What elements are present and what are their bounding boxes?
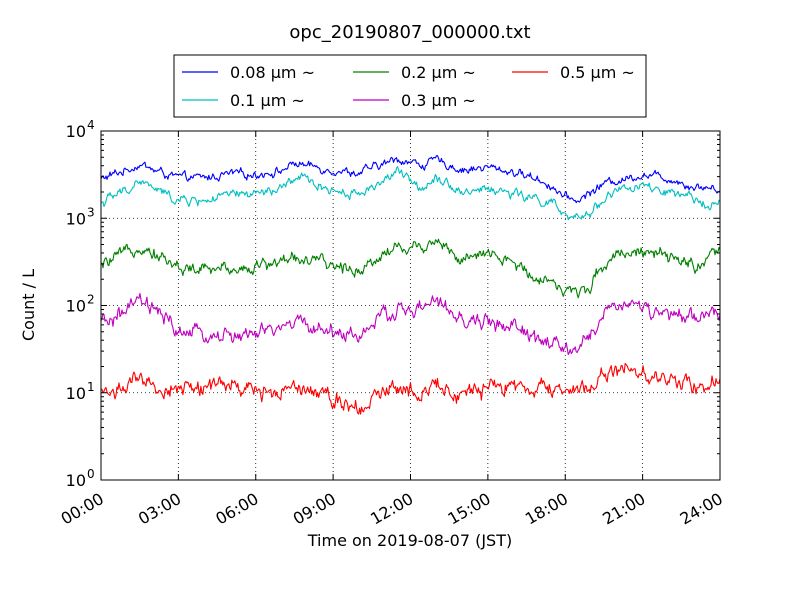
- y-tick-label: 10 3: [66, 205, 95, 228]
- series-line: [100, 155, 721, 204]
- series-line: [100, 362, 721, 415]
- series-line: [100, 166, 721, 221]
- x-tick-label: 06:00: [212, 489, 261, 529]
- y-tick-label-exponent: 4: [87, 118, 95, 132]
- x-tick-label: 12:00: [367, 489, 416, 529]
- y-tick-label-base: 10: [66, 122, 86, 141]
- x-tick-labels: 00:00 03:00 06:00 09:00 12:00 15:00 18:00 21:00…: [58, 489, 726, 529]
- legend-label: 0.3 μm ~: [401, 91, 476, 110]
- x-tick-label: 03:00: [135, 489, 184, 529]
- x-axis-label: Time on 2019-08-07 (JST): [307, 531, 512, 550]
- x-tick-label: 24:00: [677, 489, 726, 529]
- y-tick-label-exponent: 2: [87, 293, 95, 307]
- legend-label: 0.2 μm ~: [401, 63, 476, 82]
- y-tick-label: 10 0: [66, 467, 95, 490]
- y-tick-label-exponent: 3: [87, 205, 95, 219]
- y-tick-label-base: 10: [66, 471, 86, 490]
- series-line: [100, 238, 721, 299]
- tick-marks: [100, 130, 721, 481]
- x-tick-label: 21:00: [599, 489, 648, 529]
- legend-label: 0.1 μm ~: [230, 91, 305, 110]
- series-group: [100, 155, 721, 415]
- legend-item: 0.3 μm ~: [353, 91, 476, 110]
- chart-title: opc_20190807_000000.txt: [289, 22, 530, 43]
- y-tick-label: 10 1: [66, 380, 95, 403]
- legend-label: 0.08 μm ~: [230, 63, 315, 82]
- x-tick-label: 15:00: [444, 489, 493, 529]
- y-tick-label-exponent: 1: [87, 380, 95, 394]
- legend: 0.08 μm ~ 0.1 μm ~ 0.2 μm ~ 0.3 μm ~ 0.5 μm …: [182, 63, 635, 110]
- y-axis-label: Count / L: [19, 269, 38, 341]
- legend-item: 0.1 μm ~: [182, 91, 305, 110]
- x-tick-label: 18:00: [522, 489, 571, 529]
- y-tick-label-base: 10: [66, 297, 86, 316]
- x-tick-label: 09:00: [290, 489, 339, 529]
- legend-item: 0.08 μm ~: [182, 63, 315, 82]
- y-tick-label-exponent: 0: [87, 467, 95, 481]
- y-tick-label: 10 4: [66, 118, 95, 141]
- series-line: [100, 292, 721, 356]
- y-tick-label-base: 10: [66, 384, 86, 403]
- legend-item: 0.2 μm ~: [353, 63, 476, 82]
- legend-item: 0.5 μm ~: [512, 63, 635, 82]
- y-tick-label: 10 2: [66, 293, 95, 316]
- legend-box: [173, 54, 647, 118]
- x-tick-label: 00:00: [58, 489, 107, 529]
- legend-label: 0.5 μm ~: [560, 63, 635, 82]
- y-tick-label-base: 10: [66, 209, 86, 228]
